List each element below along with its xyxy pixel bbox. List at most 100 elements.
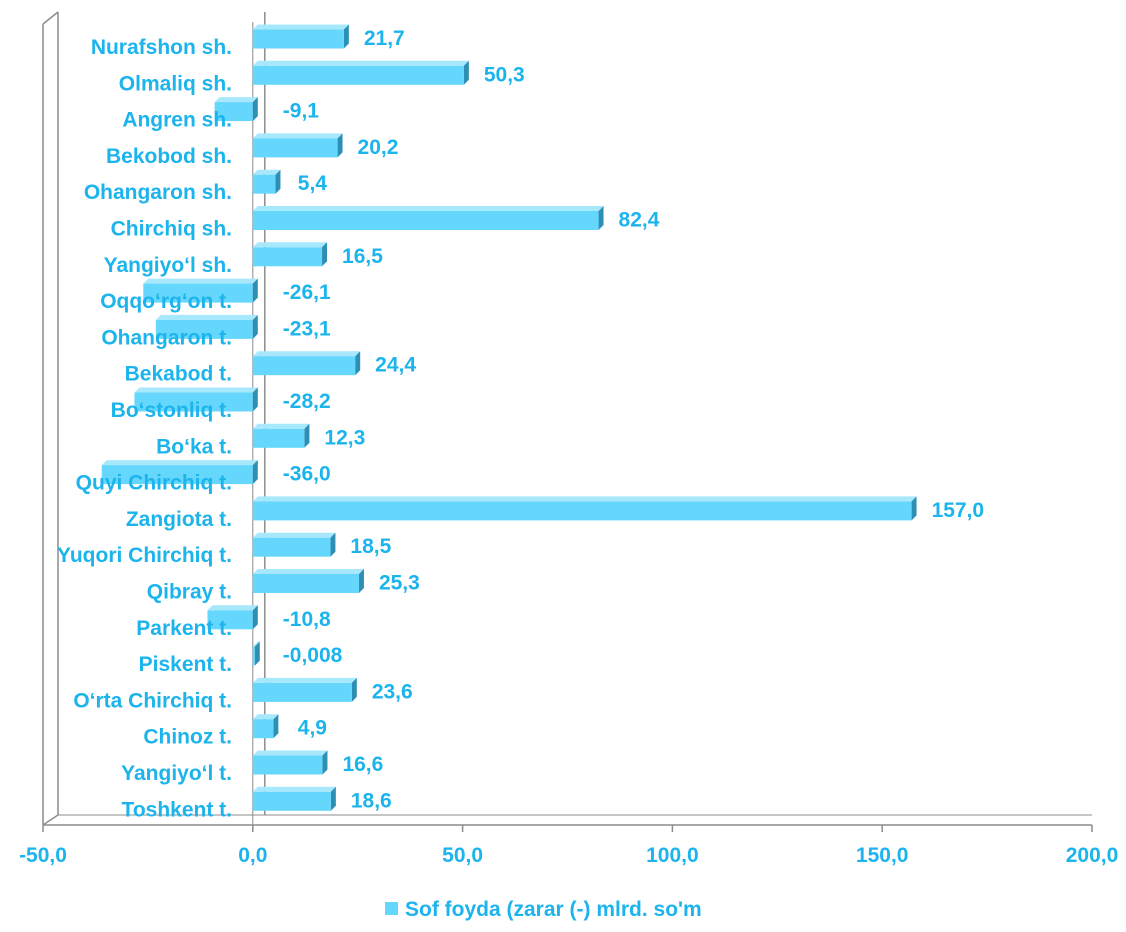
category-label: Yangiyo‘l t. [121,762,232,785]
bar-top-face [252,786,336,792]
bar-top-face [252,532,336,538]
category-label: Yangiyo‘l sh. [104,254,232,277]
value-label: 12,3 [324,426,365,449]
value-label: 18,5 [350,535,391,558]
bar-side-face [254,641,260,666]
bar [252,169,281,194]
category-label: Ohangaron t. [101,326,232,349]
value-label: -10,8 [283,608,331,631]
value-label: -0,008 [283,644,343,667]
bar-front-face [214,102,253,122]
bar [155,314,258,339]
bar-side-face [252,605,258,630]
category-label: Parkent t. [136,617,232,640]
value-labels: 21,7 50,3 -9,1 20,2 5,4 82,4 16,5 -26,1 -23,1 24,… [283,27,984,812]
bar-front-face [252,65,464,85]
bar [252,423,310,448]
bar [101,460,258,485]
bar [252,133,343,158]
bar-front-face [252,138,338,158]
bar-front-face [252,356,356,376]
bar-side-face [252,460,258,485]
bar-side-face [358,569,364,593]
value-label: 25,3 [379,572,420,595]
bar-top-face [252,641,260,647]
category-label: Olmaliq sh. [119,72,232,95]
category-label: Yuqori Chirchiq t. [57,544,232,567]
bar-front-face [252,574,359,593]
bar-side-face [330,786,336,811]
bar-front-face [252,174,276,194]
bar [252,569,364,593]
bar [252,351,361,376]
x-tick-label: 200,0 [1066,844,1119,867]
bar [252,24,349,49]
bar-top-face [252,169,281,175]
bar-top-face [252,423,310,429]
category-labels: Nurafshon sh. Olmaliq sh. Angren sh. Bekobo… [57,36,232,821]
value-label: 20,2 [358,136,399,159]
bar-side-face [252,278,258,303]
bar-top-face [252,133,343,139]
bar [252,677,357,702]
category-label: Bo‘ka t. [156,435,232,458]
value-label: -23,1 [283,317,331,340]
bar [252,532,336,557]
bar [134,387,258,412]
category-label: Bo‘stonliq t. [111,399,232,422]
bar-top-face [252,206,604,211]
left-wall-bottom [42,814,59,826]
bar-top-face [207,605,258,611]
bar-top-face [252,242,328,248]
bar-side-face [322,750,328,775]
bar-side-face [275,169,281,194]
value-label: -28,2 [283,390,331,413]
x-tick-label: -50,0 [19,844,67,867]
value-label: 4,9 [298,717,327,740]
value-label: 16,6 [342,753,383,776]
bar-side-face [252,314,258,339]
legend-entry: Sof foyda (zarar (-) mlrd. so'm [405,898,702,921]
bar [143,278,258,303]
bar-side-face [252,97,258,122]
bar [214,97,258,122]
bar-front-face [155,319,253,339]
bar-side-face [304,423,310,448]
legend: Sof foyda (zarar (-) mlrd. so'm [385,898,702,921]
bar [207,605,258,630]
bar-side-face [343,24,349,49]
x-tick-label: 50,0 [442,844,483,867]
bar-front-face [252,755,323,775]
bar-front-face [252,211,599,230]
bar-side-face [337,133,343,158]
legend-swatch [385,902,398,915]
bar-front-face [252,791,331,811]
category-label: Ohangaron sh. [84,181,232,204]
category-label: Qibray t. [147,581,232,604]
bar-side-face [351,677,357,702]
bar-top-face [143,278,258,284]
left-wall-top [42,11,59,25]
category-label: Chinoz t. [143,726,232,749]
bar-top-face [252,351,361,357]
value-label: 157,0 [932,499,985,522]
x-tick-label: 150,0 [856,844,909,867]
x-tick-label: 0,0 [238,844,267,867]
bar-side-face [598,206,604,230]
category-label: Bekobod sh. [106,145,232,168]
bar-front-face [252,719,274,739]
x-axis-ticks: -50,0 0,0 50,0 100,0 150,0 200,0 [19,825,1118,867]
bar-front-face [134,392,253,412]
bar-top-face [252,24,349,30]
bar-front-face [252,537,331,557]
bar [252,60,469,85]
value-label: 16,5 [342,245,383,268]
bars [101,24,917,811]
bar [252,786,336,811]
category-label: Toshkent t. [122,798,232,821]
value-label: 82,4 [619,209,660,232]
category-label: Nurafshon sh. [91,36,232,59]
category-label: O‘rta Chirchiq t. [73,689,232,712]
value-label: 50,3 [484,63,525,86]
